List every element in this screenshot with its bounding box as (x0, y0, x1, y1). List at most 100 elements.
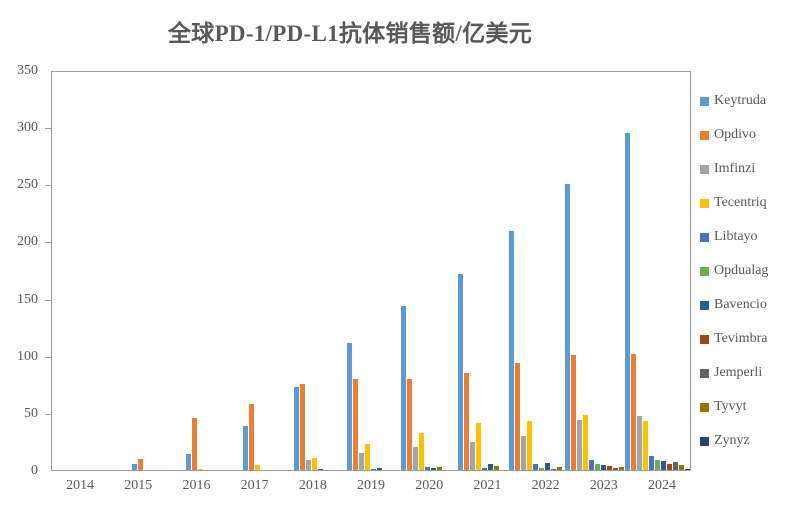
legend-item[interactable]: Libtayo (700, 220, 800, 254)
bar (482, 467, 488, 470)
legend-item[interactable]: Imfinzi (700, 152, 800, 186)
bar (431, 467, 437, 470)
bar (401, 305, 407, 470)
y-axis-tick-label: 200 (17, 234, 38, 250)
legend-item[interactable]: Bavencio (700, 288, 800, 322)
legend-item[interactable]: Tevimbra (700, 322, 800, 356)
legend-swatch-icon (700, 402, 709, 412)
legend-swatch-icon (700, 334, 709, 344)
x-axis-tick-label: 2016 (182, 478, 211, 493)
y-axis-tick-label: 50 (24, 405, 38, 421)
y-axis-tick-label: 350 (17, 63, 38, 78)
bar (317, 468, 323, 470)
legend-swatch-icon (700, 130, 709, 140)
bar (630, 353, 636, 470)
legend-label: Tecentriq (714, 195, 767, 210)
bar (311, 458, 317, 470)
bar (470, 442, 476, 470)
bar (624, 133, 630, 470)
legend-item[interactable]: Keytruda (700, 84, 800, 118)
bar (494, 466, 500, 470)
y-axis-tick-mark (45, 185, 51, 187)
plot-area (51, 71, 691, 471)
bar (254, 464, 260, 470)
bar (606, 466, 612, 470)
bar (425, 466, 431, 470)
bar (582, 415, 588, 470)
legend-label: Jemperli (714, 365, 763, 380)
bar (293, 387, 299, 470)
legend-label: Tyvyt (714, 399, 747, 414)
bar-group (166, 72, 223, 470)
bar (684, 468, 690, 470)
bar-group (624, 72, 690, 470)
y-axis-tick-label: 150 (17, 291, 38, 307)
bar (660, 460, 666, 470)
legend-swatch-icon (700, 164, 709, 174)
bar (545, 463, 551, 470)
bar (458, 273, 464, 470)
bar (488, 463, 494, 470)
bar (191, 417, 197, 470)
bar (557, 467, 563, 470)
bar (305, 459, 311, 470)
legend-item[interactable]: Jemperli (700, 356, 800, 390)
legend-label: Zynyz (714, 433, 750, 448)
bar-group (52, 72, 109, 470)
bar (371, 468, 377, 470)
bar-group (393, 72, 450, 470)
legend-label: Opdualag (714, 263, 769, 278)
bar (197, 468, 203, 470)
bar (242, 426, 248, 470)
legend-item[interactable]: Zynyz (700, 424, 800, 458)
bar (539, 468, 545, 470)
bar (564, 184, 570, 470)
x-axis-tick-label: 2021 (473, 478, 502, 493)
bar (137, 459, 143, 470)
legend-swatch-icon (700, 368, 709, 378)
bar (347, 342, 353, 470)
y-axis-tick-label: 250 (17, 177, 38, 193)
y-axis-tick-label: 0 (31, 463, 38, 478)
bar-group (450, 72, 507, 470)
legend-label: Tevimbra (714, 331, 768, 346)
bar-group (507, 72, 564, 470)
bar (594, 464, 600, 470)
bar (413, 446, 419, 470)
x-axis-tick-label: 2018 (298, 478, 327, 493)
bar (131, 463, 137, 470)
legend-item[interactable]: Opdualag (700, 254, 800, 288)
bar (648, 456, 654, 470)
legend-item[interactable]: Tecentriq (700, 186, 800, 220)
bar (437, 467, 443, 470)
bar (612, 468, 618, 470)
bar (185, 454, 191, 470)
y-axis-tick-mark (45, 413, 51, 415)
y-axis-tick-label: 100 (17, 348, 38, 364)
bar (576, 420, 582, 470)
x-axis: 2014 2015 2016 2017 2018 2019 2020 2021 2022 2023… (51, 478, 691, 494)
y-axis-tick-label: 300 (17, 120, 38, 136)
legend-item[interactable]: Opdivo (700, 118, 800, 152)
x-axis-tick-label: 2015 (124, 478, 153, 493)
legend-label: Imfinzi (714, 161, 756, 176)
bar (678, 464, 684, 470)
bar (570, 354, 576, 470)
bar (533, 463, 539, 470)
bar-group (564, 72, 624, 470)
legend-label: Bavencio (714, 297, 767, 312)
y-axis-tick-mark (45, 242, 51, 244)
bar-group (223, 72, 280, 470)
bar (515, 362, 521, 470)
bar (299, 384, 305, 470)
x-axis-tick-label: 2023 (589, 478, 618, 493)
legend-item[interactable]: Tyvyt (700, 390, 800, 424)
bar-group (336, 72, 393, 470)
bar (419, 433, 425, 470)
bar (476, 423, 482, 470)
legend-swatch-icon (700, 198, 709, 208)
x-axis-tick-label: 2020 (415, 478, 444, 493)
x-axis-tick-label: 2014 (66, 478, 95, 493)
bar (672, 462, 678, 470)
